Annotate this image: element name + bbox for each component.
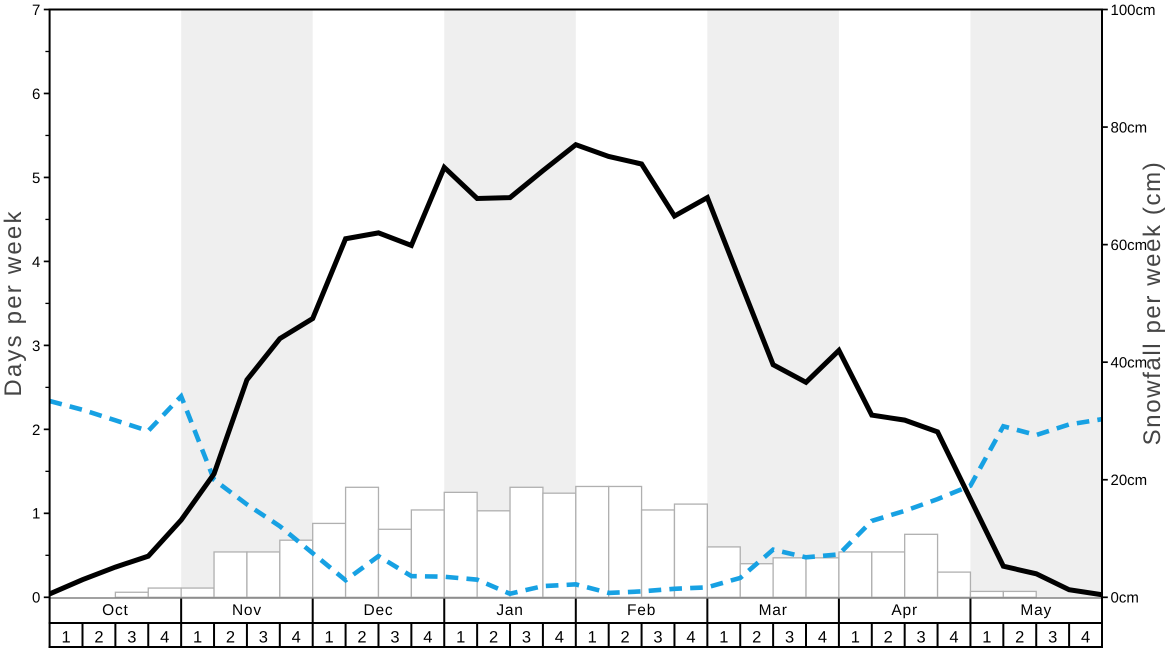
svg-text:Snowfall per week (cm): Snowfall per week (cm): [1139, 161, 1166, 446]
svg-text:May: May: [1020, 602, 1052, 619]
svg-text:6: 6: [32, 86, 40, 103]
svg-text:4: 4: [949, 629, 958, 647]
svg-text:2: 2: [1015, 629, 1024, 647]
svg-text:7: 7: [32, 2, 40, 19]
svg-text:3: 3: [917, 629, 926, 647]
svg-text:80cm: 80cm: [1111, 119, 1148, 136]
svg-text:40cm: 40cm: [1111, 355, 1148, 372]
svg-text:Days per week: Days per week: [0, 209, 27, 396]
svg-text:Dec: Dec: [363, 602, 393, 619]
svg-text:Nov: Nov: [232, 602, 262, 619]
svg-text:4: 4: [818, 629, 827, 647]
svg-text:Oct: Oct: [102, 602, 129, 619]
svg-text:1: 1: [719, 629, 728, 647]
svg-text:Feb: Feb: [627, 602, 656, 619]
svg-text:3: 3: [653, 629, 662, 647]
svg-text:20cm: 20cm: [1111, 472, 1148, 489]
svg-text:1: 1: [588, 629, 597, 647]
svg-text:1: 1: [325, 629, 334, 647]
svg-text:3: 3: [1048, 629, 1057, 647]
svg-text:3: 3: [259, 629, 268, 647]
svg-text:2: 2: [357, 629, 366, 647]
svg-text:5: 5: [32, 170, 40, 187]
svg-text:3: 3: [127, 629, 136, 647]
svg-text:4: 4: [160, 629, 169, 647]
svg-text:4: 4: [686, 629, 695, 647]
svg-text:2: 2: [226, 629, 235, 647]
svg-text:0cm: 0cm: [1111, 590, 1139, 607]
svg-text:3: 3: [390, 629, 399, 647]
svg-text:3: 3: [32, 338, 40, 355]
svg-text:2: 2: [621, 629, 630, 647]
svg-text:4: 4: [423, 629, 432, 647]
svg-text:100cm: 100cm: [1111, 2, 1156, 19]
svg-text:1: 1: [32, 506, 40, 523]
svg-text:0: 0: [32, 590, 40, 607]
svg-text:Mar: Mar: [759, 602, 788, 619]
svg-text:3: 3: [785, 629, 794, 647]
svg-text:1: 1: [851, 629, 860, 647]
svg-text:60cm: 60cm: [1111, 237, 1148, 254]
svg-text:1: 1: [982, 629, 991, 647]
svg-text:2: 2: [489, 629, 498, 647]
svg-text:1: 1: [61, 629, 70, 647]
svg-text:2: 2: [884, 629, 893, 647]
svg-text:4: 4: [292, 629, 301, 647]
svg-text:4: 4: [32, 254, 40, 271]
svg-text:1: 1: [456, 629, 465, 647]
svg-text:3: 3: [522, 629, 531, 647]
svg-text:Jan: Jan: [496, 602, 523, 619]
svg-text:4: 4: [1081, 629, 1090, 647]
svg-text:4: 4: [555, 629, 564, 647]
svg-text:Apr: Apr: [891, 602, 918, 619]
svg-text:2: 2: [752, 629, 761, 647]
svg-text:1: 1: [193, 629, 202, 647]
svg-text:2: 2: [32, 422, 40, 439]
svg-text:2: 2: [94, 629, 103, 647]
